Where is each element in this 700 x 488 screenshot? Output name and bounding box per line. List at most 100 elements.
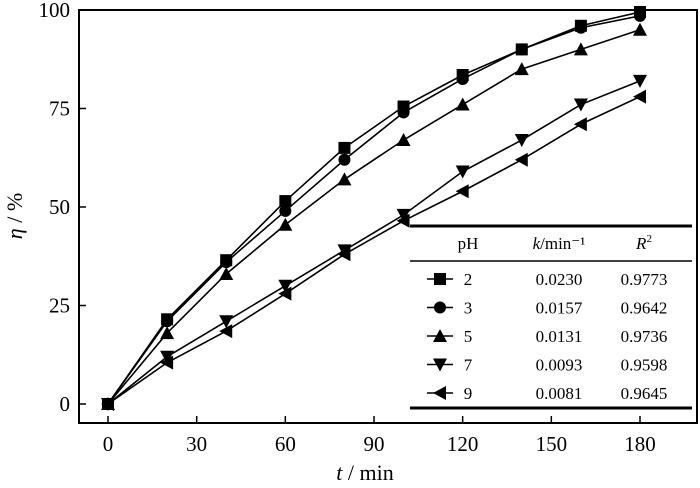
triangle-down-marker: [573, 98, 588, 112]
legend-header-ph: pH: [458, 234, 479, 253]
x-tick-label: 30: [186, 432, 207, 456]
legend-k-value: 0.0093: [536, 356, 583, 375]
legend-ph-value: 9: [464, 384, 473, 403]
triangle-left-marker: [633, 89, 646, 104]
y-tick-label: 25: [49, 294, 70, 318]
triangle-up-marker: [573, 42, 588, 56]
legend-r2-value: 0.9642: [621, 299, 668, 318]
circle-marker: [338, 153, 351, 166]
legend-r2-value: 0.9645: [621, 384, 668, 403]
x-axis: 0 30 60 90 120 150 180: [103, 416, 656, 456]
legend-k-value: 0.0081: [536, 384, 583, 403]
triangle-left-marker: [573, 117, 587, 132]
series-group: [101, 5, 647, 411]
triangle-down-icon: [433, 358, 447, 372]
legend-ph-value: 5: [464, 327, 473, 346]
series-line: [107, 15, 641, 405]
x-tick-label: 0: [103, 432, 114, 456]
legend-row: 7 0.0093 0.9598: [427, 356, 667, 375]
triangle-down-marker: [278, 279, 293, 293]
series-line: [107, 11, 641, 405]
triangle-up-marker: [278, 217, 293, 231]
y-axis: 0 25 50 75 100: [39, 0, 86, 416]
legend-ph-value: 7: [464, 356, 473, 375]
square-marker: [279, 195, 292, 208]
triangle-up-icon: [433, 329, 447, 342]
x-axis-var: t: [336, 460, 343, 485]
legend-background: [410, 224, 695, 412]
triangle-down-marker: [514, 134, 529, 148]
triangle-left-marker: [101, 397, 114, 411]
triangle-up-marker: [455, 97, 470, 111]
triangle-down-marker: [633, 74, 647, 88]
x-tick-label: 60: [275, 432, 296, 456]
triangle-up-marker: [633, 22, 647, 36]
legend-header-k: k/min⁻¹: [533, 234, 586, 253]
legend-header-r-sup: 2: [646, 233, 652, 245]
triangle-left-marker: [278, 286, 292, 301]
circle-icon: [434, 301, 446, 314]
legend-r2-value: 0.9598: [621, 356, 668, 375]
triangle-up-marker: [514, 62, 529, 76]
legend-header-r-var: R: [635, 234, 647, 253]
triangle-down-marker: [219, 315, 234, 329]
square-icon: [434, 273, 446, 285]
triangle-left-marker: [160, 355, 174, 370]
plot-frame: [78, 9, 698, 424]
triangle-up-marker: [160, 326, 175, 340]
circle-marker: [574, 21, 587, 34]
triangle-down-marker: [396, 208, 411, 222]
triangle-left-marker: [514, 152, 528, 167]
y-tick-label: 0: [60, 392, 71, 416]
y-axis-var: η: [2, 228, 27, 239]
x-tick-label: 120: [447, 432, 479, 456]
triangle-left-marker: [396, 213, 410, 228]
triangle-down-marker: [455, 165, 470, 179]
legend-rows: 2 0.0230 0.9773 3 0.0157 0.9642 5 0.0131 0.9736 7…: [427, 270, 667, 403]
y-axis-title: η / %: [2, 193, 27, 239]
circle-marker: [397, 106, 410, 119]
triangle-left-icon: [433, 386, 446, 400]
circle-marker: [279, 204, 292, 217]
legend-r2-value: 0.9773: [621, 270, 668, 289]
legend-ph-value: 2: [464, 270, 473, 289]
triangle-left-marker: [219, 324, 233, 339]
series-ph-7: [101, 74, 647, 411]
square-marker: [338, 141, 351, 154]
legend-header-k-var: k: [533, 234, 541, 253]
y-tick-label: 75: [49, 97, 70, 121]
triangle-up-marker: [219, 266, 234, 280]
legend-k-value: 0.0131: [536, 327, 583, 346]
legend-r2-value: 0.9736: [621, 327, 668, 346]
triangle-down-marker: [160, 350, 175, 364]
triangle-up-marker: [396, 133, 411, 147]
triangle-up-marker: [337, 172, 352, 186]
x-tick-label: 90: [364, 432, 385, 456]
series-line: [107, 95, 641, 405]
triangle-left-marker: [455, 184, 469, 199]
legend-header-r2: R2: [635, 233, 652, 253]
series-ph-3: [102, 9, 646, 410]
legend-row: 5 0.0131 0.9736: [427, 327, 667, 346]
triangle-left-marker: [337, 247, 351, 262]
y-tick-label: 100: [39, 0, 71, 22]
x-axis-title: t / min: [336, 460, 393, 485]
legend-header-k-unit: /min⁻¹: [540, 234, 585, 253]
legend-ph-value: 3: [464, 299, 473, 318]
x-tick-label: 180: [624, 432, 656, 456]
legend-row: 2 0.0230 0.9773: [427, 270, 667, 289]
circle-marker: [161, 315, 174, 328]
legend-row: 3 0.0157 0.9642: [427, 299, 667, 318]
y-tick-label: 50: [49, 195, 70, 219]
circle-marker: [515, 43, 528, 56]
x-tick-label: 150: [536, 432, 568, 456]
circle-marker: [456, 72, 469, 85]
circle-marker: [634, 9, 646, 22]
legend-k-value: 0.0230: [536, 270, 583, 289]
y-axis-unit: / %: [2, 193, 27, 228]
x-axis-unit: / min: [342, 460, 393, 485]
series-line: [107, 80, 641, 405]
circle-marker: [220, 256, 233, 269]
